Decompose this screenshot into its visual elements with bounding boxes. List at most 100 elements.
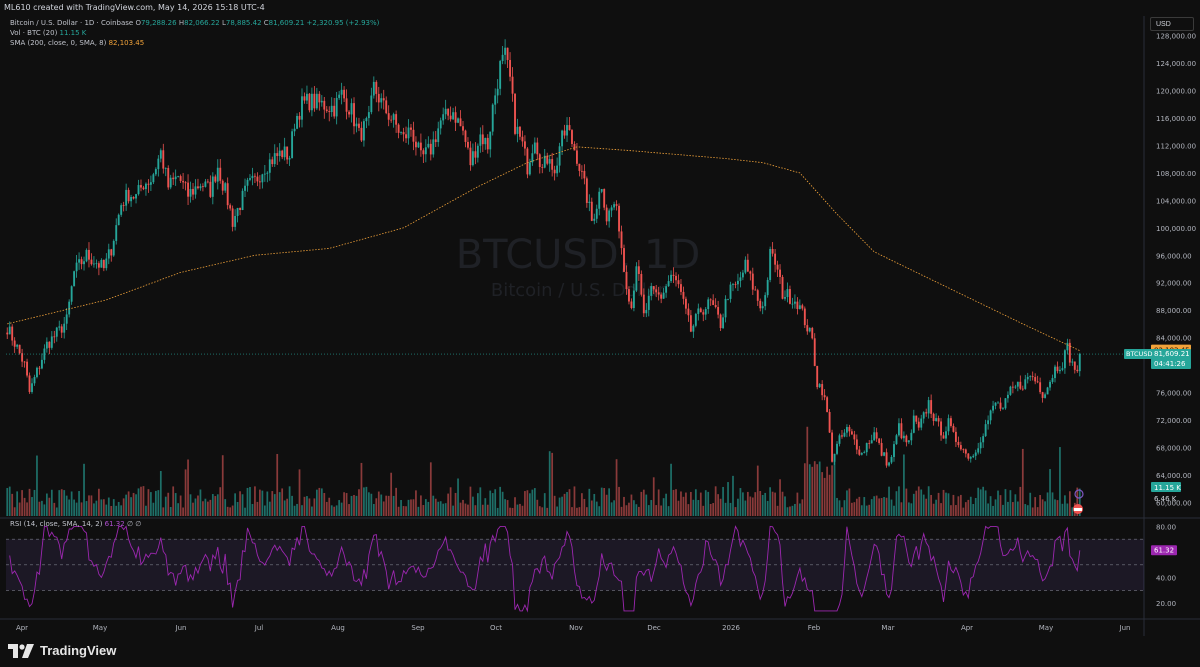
- volume-bar: [78, 491, 80, 516]
- volume-bar: [984, 490, 987, 516]
- volume-bar: [422, 505, 425, 516]
- volume-bar: [107, 497, 110, 516]
- candle-body: [80, 259, 83, 265]
- candle-body: [930, 400, 933, 414]
- candle-body: [229, 205, 232, 209]
- volume-bar: [920, 489, 923, 516]
- candle-body: [360, 127, 363, 141]
- candle-body: [434, 139, 437, 143]
- volume-bar: [813, 461, 816, 516]
- candle-body: [412, 129, 415, 142]
- volume-bar: [454, 492, 457, 516]
- candle-body: [112, 240, 115, 256]
- volume-bar: [514, 497, 516, 516]
- candle-body: [982, 436, 985, 443]
- candle-body: [680, 284, 682, 292]
- candle-body: [1014, 386, 1017, 388]
- candle-body: [687, 308, 690, 316]
- volume-bar: [263, 505, 266, 516]
- volume-bar: [880, 498, 883, 516]
- volume-bar: [1078, 488, 1081, 516]
- candle-body: [898, 423, 900, 436]
- candle-body: [925, 412, 928, 414]
- volume-bar: [553, 495, 556, 516]
- volume-bar: [709, 503, 712, 516]
- candle-body: [130, 196, 133, 202]
- candle-body: [521, 136, 524, 142]
- volume-bar: [100, 499, 103, 516]
- candle-body: [372, 81, 375, 96]
- volume-bar: [296, 503, 298, 516]
- price-tick-label: 84,000.00: [1156, 335, 1192, 343]
- candle-body: [224, 183, 227, 191]
- volume-bar: [70, 491, 73, 516]
- volume-bar: [739, 488, 742, 516]
- volume-bar: [1059, 447, 1061, 516]
- candle-body: [665, 286, 668, 293]
- candle-body: [650, 286, 653, 296]
- tradingview-logo-icon: [8, 643, 34, 658]
- candle-body: [355, 123, 358, 127]
- currency-selector[interactable]: USD: [1150, 17, 1194, 31]
- volume-bar: [229, 507, 232, 516]
- volume-bar: [677, 500, 680, 516]
- open-value: 79,288.26: [140, 19, 177, 27]
- volume-bar: [412, 499, 415, 516]
- candle-body: [273, 153, 276, 165]
- candle-body: [729, 284, 732, 299]
- volume-bar: [568, 489, 571, 516]
- price-tick-label: 124,000.00: [1156, 60, 1196, 68]
- volume-bar: [65, 495, 68, 516]
- candle-body: [385, 100, 388, 114]
- volume-bar: [1016, 501, 1019, 516]
- volume-bar: [110, 505, 113, 516]
- volume-bar: [915, 490, 918, 516]
- footer: [0, 638, 1200, 667]
- candle-body: [442, 114, 445, 121]
- candle-body: [950, 418, 952, 426]
- volume-bar: [868, 504, 871, 516]
- candle-body: [821, 384, 824, 396]
- candle-body: [1076, 369, 1079, 372]
- volume-bar: [464, 503, 467, 516]
- candle-body: [702, 312, 705, 315]
- volume-bar: [75, 502, 78, 516]
- candle-body: [558, 146, 561, 166]
- candle-body: [390, 119, 393, 121]
- candle-body: [28, 375, 31, 392]
- candle-body: [632, 290, 635, 308]
- candle-body: [957, 441, 960, 446]
- volume-bar: [516, 504, 519, 516]
- volume-bar: [291, 495, 293, 516]
- volume-bar: [935, 499, 937, 516]
- candle-body: [469, 147, 472, 166]
- volume-bar: [974, 498, 977, 516]
- volume-bar: [776, 505, 779, 516]
- candle-body: [1049, 381, 1051, 388]
- candle-body: [353, 103, 355, 127]
- candle-body: [642, 294, 645, 314]
- candle-body: [484, 137, 487, 145]
- volume-bar: [93, 503, 95, 516]
- volume-bar: [999, 495, 1002, 516]
- volume-bar: [660, 505, 663, 516]
- candle-body: [761, 306, 764, 309]
- candle-body: [625, 271, 628, 290]
- volume-bar: [746, 491, 749, 516]
- time-tick-label: Apr: [961, 624, 973, 632]
- volume-bar: [828, 474, 831, 516]
- candle-body: [689, 315, 692, 332]
- candle-body: [189, 188, 192, 197]
- high-key: H: [178, 19, 185, 27]
- candle-body: [588, 201, 591, 203]
- candle-body: [110, 249, 113, 256]
- candle-body: [226, 183, 229, 206]
- candle-body: [959, 445, 962, 450]
- volume-bar: [685, 492, 687, 516]
- candle-body: [910, 432, 913, 441]
- candle-body: [182, 180, 185, 183]
- volume-bar: [1066, 503, 1069, 516]
- candle-body: [843, 432, 846, 437]
- candle-body: [464, 130, 467, 142]
